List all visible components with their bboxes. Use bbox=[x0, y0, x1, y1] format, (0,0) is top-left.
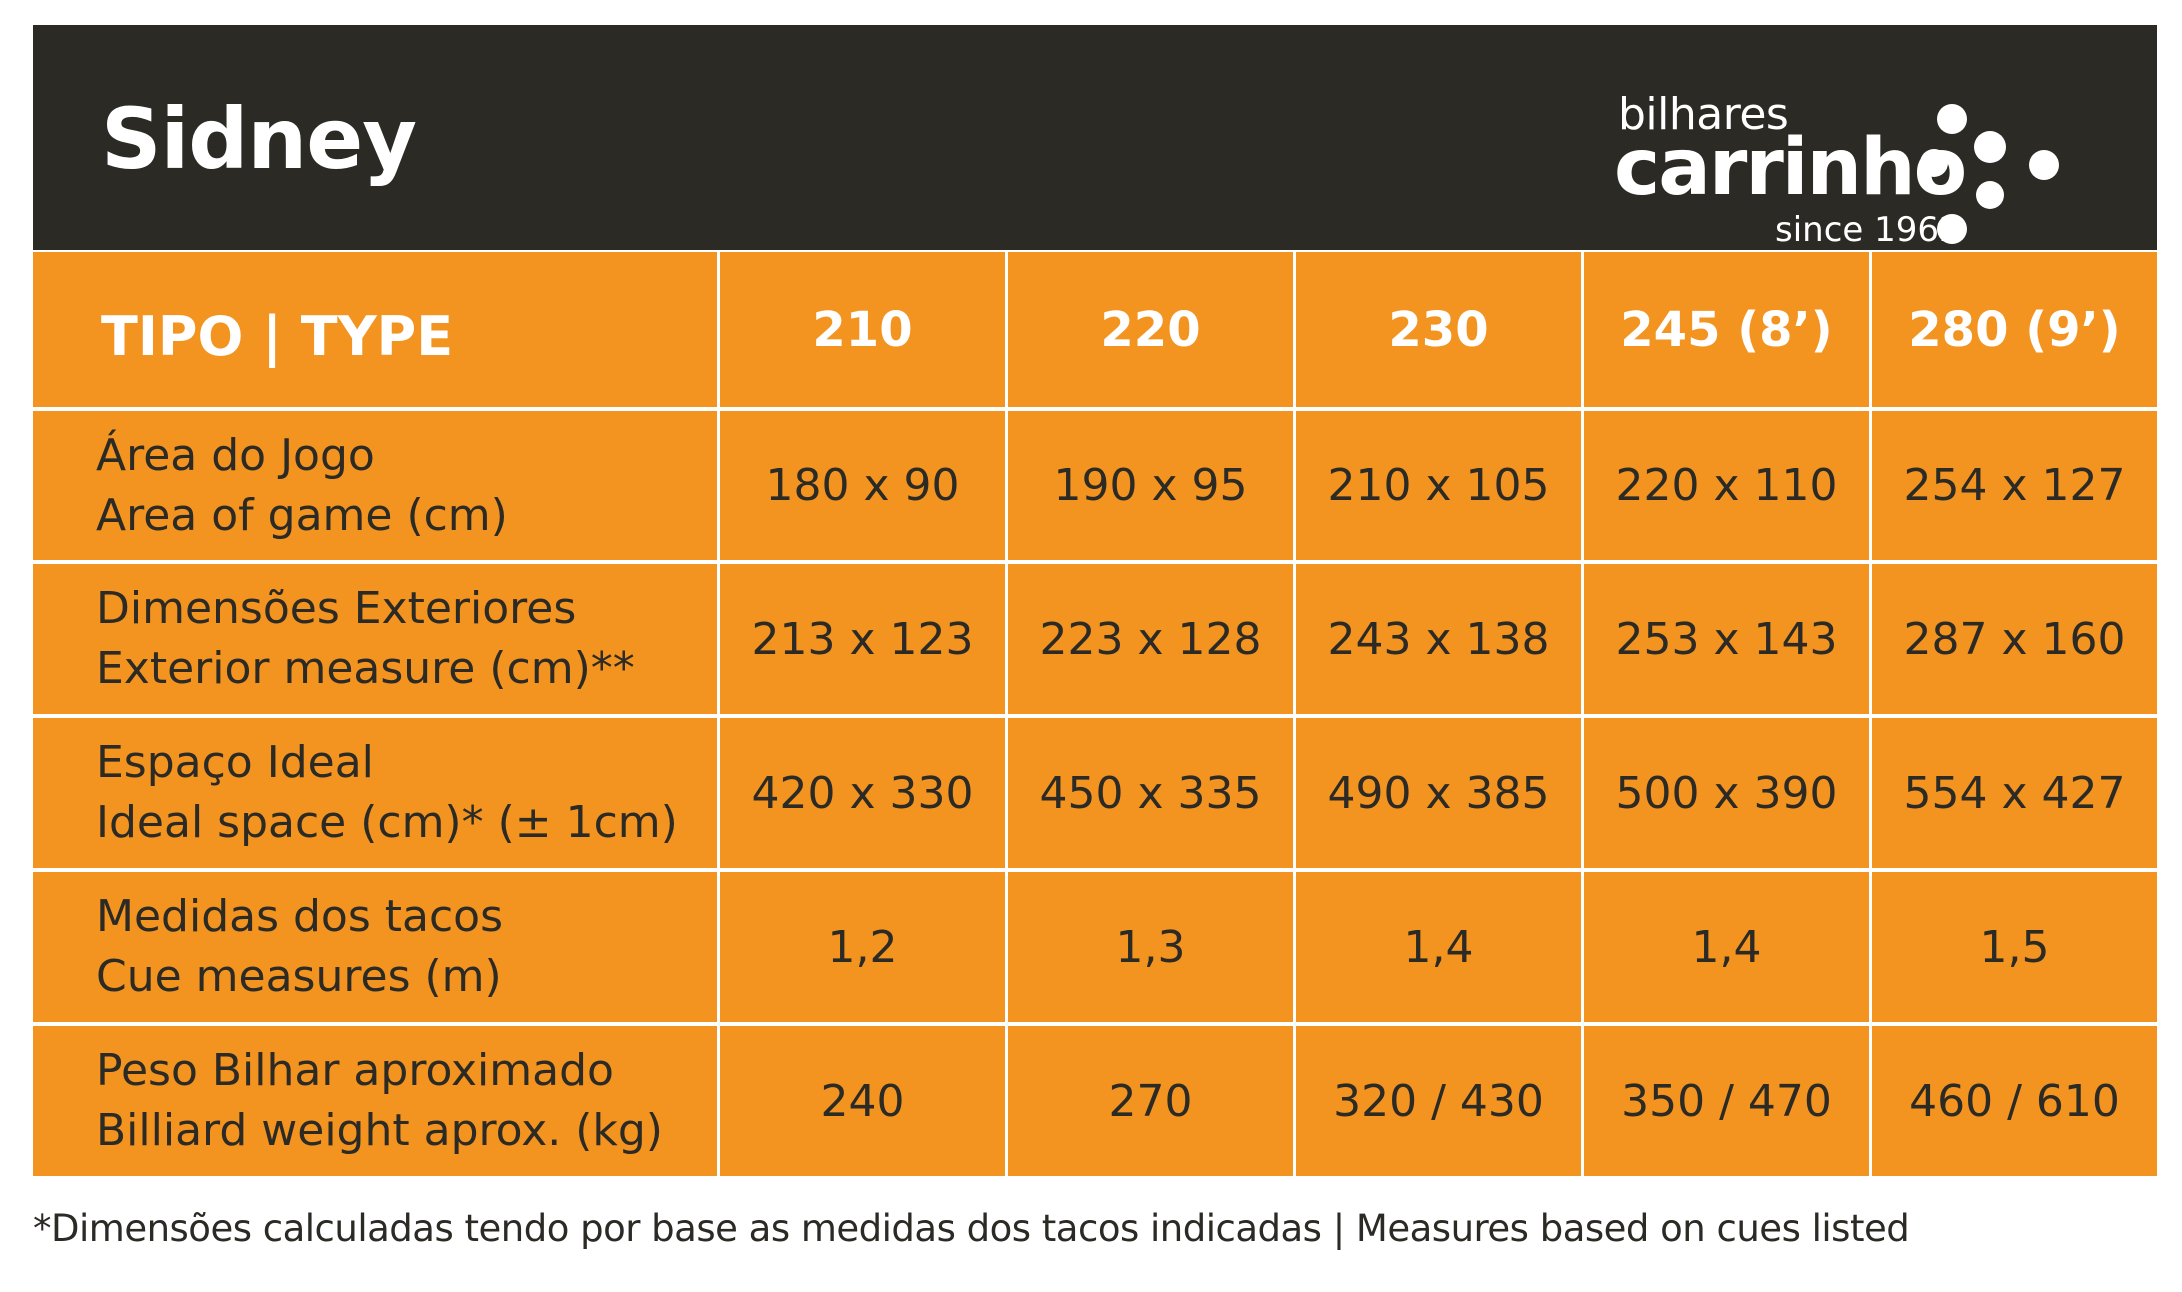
logo-top-text: bilhares bbox=[1618, 89, 1789, 140]
row-label-en: Ideal space (cm)* (± 1cm) bbox=[96, 797, 678, 848]
table-cell: 1,5 bbox=[1872, 872, 2157, 1022]
row-label-pt: Peso Bilhar aproximado bbox=[96, 1045, 614, 1096]
logo-since-text: since 1962 bbox=[1775, 210, 1961, 250]
table-cell: 500 x 390 bbox=[1584, 718, 1869, 868]
table-cell: 1,4 bbox=[1584, 872, 1869, 1022]
table-cell: 220 x 110 bbox=[1584, 411, 1869, 560]
page-title: Sidney bbox=[101, 90, 417, 188]
row-label-pt: Espaço Ideal bbox=[96, 737, 374, 788]
row-label-game-area: Área do Jogo Area of game (cm) bbox=[33, 411, 717, 560]
table-cell: 253 x 143 bbox=[1584, 564, 1869, 714]
row-label-en: Billiard weight aprox. (kg) bbox=[96, 1105, 663, 1156]
logo-main-text: carrinho bbox=[1614, 123, 1967, 213]
brand-logo: bilhares carrinho since 1962 bbox=[1578, 65, 2118, 250]
row-label-en: Exterior measure (cm)** bbox=[96, 643, 635, 694]
table-cell: 287 x 160 bbox=[1872, 564, 2157, 714]
header-bar: Sidney bilhares carrinho since 1962 bbox=[33, 25, 2157, 250]
table-cell: 420 x 330 bbox=[720, 718, 1005, 868]
table-cell: 270 bbox=[1008, 1026, 1293, 1176]
row-label-pt: Medidas dos tacos bbox=[96, 891, 503, 942]
row-label-en: Area of game (cm) bbox=[96, 489, 508, 541]
table-cell: 213 x 123 bbox=[720, 564, 1005, 714]
footnote: *Dimensões calculadas tendo por base as … bbox=[33, 1207, 1910, 1250]
column-header-type: TIPO | TYPE bbox=[33, 252, 717, 407]
table-cell: 190 x 95 bbox=[1008, 411, 1293, 560]
table-cell: 320 / 430 bbox=[1296, 1026, 1581, 1176]
column-header-210: 210 bbox=[720, 252, 1005, 407]
logo-dots-icon bbox=[1920, 104, 2059, 244]
table-cell: 254 x 127 bbox=[1872, 411, 2157, 560]
table-cell: 450 x 335 bbox=[1008, 718, 1293, 868]
table-cell: 240 bbox=[720, 1026, 1005, 1176]
table-cell: 223 x 128 bbox=[1008, 564, 1293, 714]
table-cell: 490 x 385 bbox=[1296, 718, 1581, 868]
row-label-pt: Área do Jogo bbox=[96, 429, 375, 481]
column-header-220: 220 bbox=[1008, 252, 1293, 407]
row-label-pt: Dimensões Exteriores bbox=[96, 583, 577, 634]
column-header-245: 245 (8’) bbox=[1584, 252, 1869, 407]
column-header-230: 230 bbox=[1296, 252, 1581, 407]
row-label-exterior: Dimensões Exteriores Exterior measure (c… bbox=[33, 564, 717, 714]
specs-table: TIPO | TYPE 210 220 230 245 (8’) 280 (9’… bbox=[33, 252, 2157, 1177]
table-cell: 350 / 470 bbox=[1584, 1026, 1869, 1176]
table-cell: 180 x 90 bbox=[720, 411, 1005, 560]
row-label-en: Cue measures (m) bbox=[96, 951, 502, 1002]
table-cell: 1,4 bbox=[1296, 872, 1581, 1022]
table-cell: 210 x 105 bbox=[1296, 411, 1581, 560]
row-label-ideal-space: Espaço Ideal Ideal space (cm)* (± 1cm) bbox=[33, 718, 717, 868]
table-cell: 243 x 138 bbox=[1296, 564, 1581, 714]
table-cell: 554 x 427 bbox=[1872, 718, 2157, 868]
table-cell: 1,2 bbox=[720, 872, 1005, 1022]
row-label-cue-measures: Medidas dos tacos Cue measures (m) bbox=[33, 872, 717, 1022]
row-label-weight: Peso Bilhar aproximado Billiard weight a… bbox=[33, 1026, 717, 1176]
column-header-280: 280 (9’) bbox=[1872, 252, 2157, 407]
table-cell: 1,3 bbox=[1008, 872, 1293, 1022]
table-cell: 460 / 610 bbox=[1872, 1026, 2157, 1176]
